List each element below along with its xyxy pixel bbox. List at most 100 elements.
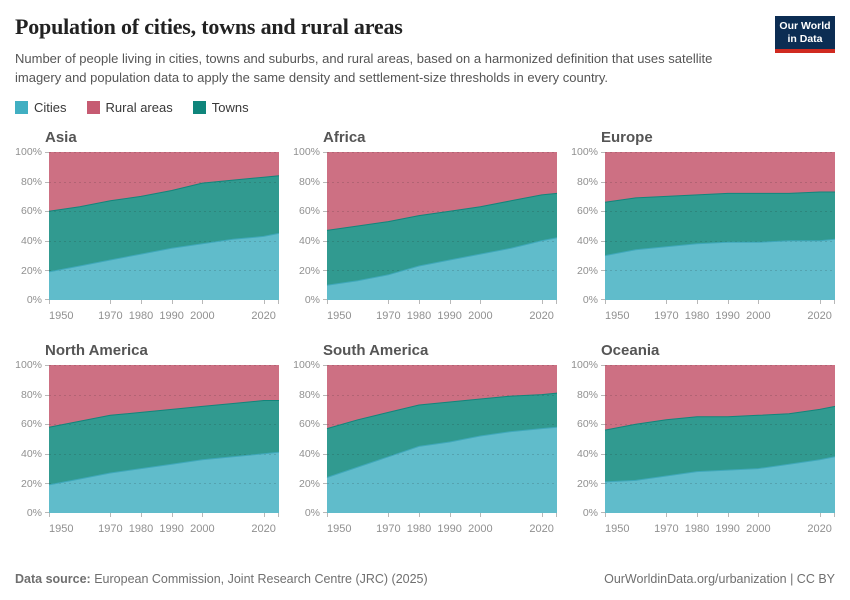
x-tick-label: 2020 xyxy=(807,309,832,322)
y-tick-label: 80% xyxy=(20,175,42,188)
plot-asia[interactable] xyxy=(45,151,280,304)
area-rural-areas xyxy=(327,364,557,429)
y-axis-south-america: 0% 20% 40% 60% 80% 100% xyxy=(293,359,323,519)
x-tick-label: 2000 xyxy=(746,309,771,322)
owid-logo-line2: in Data xyxy=(787,33,823,46)
plot-europe[interactable] xyxy=(601,151,836,304)
x-tick-label: 1990 xyxy=(159,522,184,535)
legend-label-towns: Towns xyxy=(211,99,249,115)
chart-title-asia: Asia xyxy=(45,128,77,146)
y-tick-label: 100% xyxy=(15,146,42,159)
y-axis-asia: 0% 20% 40% 60% 80% 100% xyxy=(15,146,45,306)
series-line-towns xyxy=(48,399,279,428)
y-tick-label: 0% xyxy=(26,507,42,520)
y-tick-label: 60% xyxy=(20,205,42,218)
x-tick-label: 2020 xyxy=(807,522,832,535)
area-towns xyxy=(49,400,279,485)
x-axis-europe: 1950 1970 1980 1990 2000 2020 xyxy=(601,310,835,324)
y-tick-label: 0% xyxy=(582,294,598,307)
y-tick-label: 40% xyxy=(20,234,42,247)
plot-oceania[interactable] xyxy=(601,364,836,517)
series-line-towns xyxy=(604,405,836,431)
y-tick-label: 20% xyxy=(20,264,42,277)
chart-oceania: Oceania 0% 20% 40% 60% 80% 100% 1950 1970 1980 199… xyxy=(571,342,836,537)
chart-europe: Europe 0% 20% 40% 60% 80% 100% 1950 1970 1980 1990… xyxy=(571,129,836,324)
chart-title-south-america: South America xyxy=(323,341,429,359)
x-axis-south-america: 1950 1970 1980 1990 2000 2020 xyxy=(323,523,557,537)
page-title: Population of cities, towns and rural ar… xyxy=(15,14,403,39)
plot-col-south-america: 1950 1970 1980 1990 2000 2020 xyxy=(323,364,558,537)
data-source-text: European Commission, Joint Research Cent… xyxy=(90,572,428,586)
x-axis-north-america: 1950 1970 1980 1990 2000 2020 xyxy=(45,523,279,537)
plot-col-europe: 1950 1970 1980 1990 2000 2020 xyxy=(601,151,836,324)
area-towns xyxy=(327,193,557,285)
owid-logo-line1: Our World xyxy=(779,20,831,32)
y-tick-label: 80% xyxy=(20,388,42,401)
y-axis-africa: 0% 20% 40% 60% 80% 100% xyxy=(293,146,323,306)
series-line-towns xyxy=(326,192,558,231)
owid-logo: Our World in Data xyxy=(775,16,835,54)
x-tick-label: 1950 xyxy=(605,522,630,535)
area-rural-areas xyxy=(605,364,835,430)
plot-south-america[interactable] xyxy=(323,364,558,517)
x-tick-label: 1950 xyxy=(327,309,352,322)
x-tick-label: 1990 xyxy=(437,522,462,535)
plot-col-asia: 1950 1970 1980 1990 2000 2020 xyxy=(45,151,280,324)
x-axis-africa: 1950 1970 1980 1990 2000 2020 xyxy=(323,310,557,324)
x-tick-label: 1970 xyxy=(376,522,401,535)
plot-col-north-america: 1950 1970 1980 1990 2000 2020 xyxy=(45,364,280,537)
y-tick-label: 20% xyxy=(576,264,598,277)
legend-label-cities: Cities xyxy=(34,99,67,115)
area-cities xyxy=(605,456,835,513)
legend-label-rural-areas: Rural areas xyxy=(105,99,173,115)
y-tick-label: 100% xyxy=(293,146,320,159)
x-tick-label: 1980 xyxy=(406,309,432,322)
chart-body-south-america: 0% 20% 40% 60% 80% 100% 1950 1970 1980 1990 2000 20… xyxy=(293,359,558,537)
chart-south-america: South America 0% 20% 40% 60% 80% 100% 1950 1970 1… xyxy=(293,341,558,537)
y-tick-label: 60% xyxy=(298,418,320,431)
y-tick-label: 0% xyxy=(304,294,320,307)
y-axis-oceania: 0% 20% 40% 60% 80% 100% xyxy=(571,359,601,519)
x-tick-label: 2000 xyxy=(190,309,215,322)
x-tick-label: 1970 xyxy=(654,309,679,322)
chart-body-asia: 0% 20% 40% 60% 80% 100% 1950 1970 1980 1990 2000 20… xyxy=(15,146,280,324)
x-tick-label: 1990 xyxy=(715,309,740,322)
y-tick-label: 100% xyxy=(571,359,598,372)
x-tick-label: 2020 xyxy=(529,522,554,535)
plot-north-america[interactable] xyxy=(45,364,280,517)
x-tick-label: 1970 xyxy=(98,522,123,535)
x-tick-label: 2020 xyxy=(529,309,554,322)
x-tick-label: 2020 xyxy=(251,309,276,322)
chart-africa: Africa 0% 20% 40% 60% 80% 100% 1950 1970 1980 1990… xyxy=(293,128,558,324)
x-tick-label: 1990 xyxy=(437,309,462,322)
y-tick-label: 60% xyxy=(20,418,42,431)
area-towns xyxy=(605,191,835,256)
y-tick-label: 20% xyxy=(576,477,598,490)
series-line-towns xyxy=(604,191,835,203)
x-tick-label: 2000 xyxy=(190,522,215,535)
x-tick-label: 1970 xyxy=(98,309,123,322)
x-tick-label: 1990 xyxy=(715,522,740,535)
legend-item-rural-areas: Rural areas xyxy=(86,99,173,115)
y-tick-label: 100% xyxy=(293,359,320,372)
legend-swatch-towns xyxy=(192,100,206,114)
x-tick-label: 1980 xyxy=(684,522,710,535)
chart-title-africa: Africa xyxy=(323,128,366,146)
chart-body-europe: 0% 20% 40% 60% 80% 100% 1950 1970 1980 1990 2000 20… xyxy=(571,146,836,324)
y-tick-label: 60% xyxy=(576,418,598,431)
y-tick-label: 20% xyxy=(298,264,320,277)
legend-item-cities: Cities xyxy=(15,100,67,115)
y-tick-label: 80% xyxy=(298,388,320,401)
plot-africa[interactable] xyxy=(323,151,558,304)
y-tick-label: 40% xyxy=(576,447,598,460)
chart-body-north-america: 0% 20% 40% 60% 80% 100% 1950 1970 1980 1990 2000 20… xyxy=(15,359,280,537)
chart-body-africa: 0% 20% 40% 60% 80% 100% 1950 1970 1980 1990 2000 20… xyxy=(293,146,558,324)
y-tick-label: 80% xyxy=(576,175,598,188)
series-line-towns xyxy=(326,392,558,429)
series-line-cities xyxy=(326,236,558,286)
series-line-cities xyxy=(604,455,836,483)
x-tick-label: 1980 xyxy=(128,309,154,322)
area-rural-areas xyxy=(49,364,279,427)
x-tick-label: 1950 xyxy=(605,309,630,322)
